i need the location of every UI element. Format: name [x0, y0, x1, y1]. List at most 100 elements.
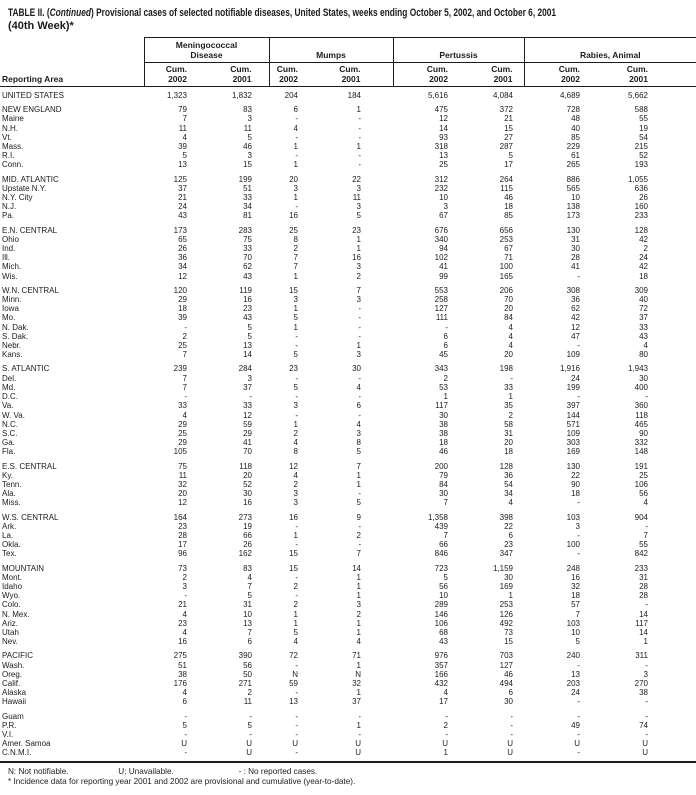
value-cell: 6 [443, 341, 448, 351]
value-cell: 5 [356, 498, 361, 508]
value-cell: 102 [434, 253, 448, 263]
value-cell: 5 [247, 322, 252, 332]
value-cell: 4 [643, 341, 648, 351]
value-cell: U [442, 739, 448, 749]
value-cell: 1 [356, 244, 361, 254]
value-cell: - [295, 572, 298, 582]
value-cell: 1 [293, 419, 298, 429]
table-row: Pa. 43 81 16 5 67 85 173 233 [0, 211, 696, 220]
value-cell: - [295, 688, 298, 698]
value-cell: 62 [571, 304, 580, 314]
value-cell: - [295, 392, 298, 402]
value-cell: - [445, 711, 448, 721]
value-cell: 5 [356, 447, 361, 457]
value-cell: - [577, 392, 580, 402]
value-cell: N [355, 669, 361, 679]
value-cell: U [181, 739, 187, 749]
value-cell: 42 [639, 234, 648, 244]
value-cell: 258 [434, 295, 448, 305]
table-row: Minn. 29 16 3 3 258 70 36 40 [0, 295, 696, 304]
value-cell: 46 [504, 193, 513, 203]
value-cell: 229 [566, 142, 580, 152]
value-cell: 340 [434, 234, 448, 244]
value-cell: 1 [356, 627, 361, 637]
value-cell: 28 [178, 530, 187, 540]
value-cell: 5 [182, 720, 187, 730]
value-cell: - [358, 392, 361, 402]
value-cell: 40 [639, 295, 648, 305]
value-cell: 2 [182, 572, 187, 582]
footnote-not-notifiable: N: Not notifiable. [8, 766, 69, 776]
value-cell: 30 [439, 410, 448, 420]
value-cell: - [358, 123, 361, 133]
value-cell: 273 [238, 512, 252, 522]
value-cell: 32 [178, 479, 187, 489]
value-cell: 29 [178, 419, 187, 429]
value-cell: 465 [634, 419, 648, 429]
value-cell: 173 [173, 225, 187, 235]
value-cell: 400 [634, 382, 648, 392]
value-cell: 18 [571, 591, 580, 601]
value-cell: 93 [439, 132, 448, 142]
value-cell: 85 [504, 211, 513, 221]
value-cell: 203 [566, 678, 580, 688]
value-cell: - [645, 660, 648, 670]
value-cell: 4 [293, 637, 298, 647]
value-cell: 111 [435, 313, 448, 323]
value-cell: - [295, 410, 298, 420]
value-cell: 1 [356, 688, 361, 698]
value-cell: 52 [243, 479, 252, 489]
year-label: 2002 [429, 73, 448, 84]
value-cell: 166 [434, 669, 448, 679]
reporting-area-cell: Miss. [2, 498, 21, 508]
value-cell: 1 [293, 609, 298, 619]
table-row: NEW ENGLAND 79 83 6 1 475 372 728 588 [0, 100, 696, 114]
reporting-area-cell: Vt. [2, 132, 12, 142]
value-cell: 23 [289, 364, 298, 374]
value-cell: 90 [571, 479, 580, 489]
value-cell: U [507, 739, 513, 749]
table-row: W.N. CENTRAL 120 119 15 7 553 206 308 309 [0, 281, 696, 295]
value-cell: 33 [639, 322, 648, 332]
table-row: W. Va. 4 12 - - 30 2 144 118 [0, 411, 696, 420]
value-cell: 3 [356, 183, 361, 193]
reporting-area-cell: Ark. [2, 521, 17, 531]
cum-label: Cum. [626, 64, 648, 74]
value-cell: 14 [352, 563, 361, 573]
value-cell: - [577, 697, 580, 707]
value-cell: 15 [243, 160, 252, 170]
value-cell: 1 [293, 304, 298, 314]
value-cell: 270 [634, 678, 648, 688]
table-row: S.C. 25 29 2 3 38 31 109 90 [0, 429, 696, 438]
table-row: Nev. 16 6 4 4 43 15 5 1 [0, 637, 696, 646]
value-cell: 475 [434, 105, 448, 115]
value-cell: 4 [508, 498, 513, 508]
reporting-area-cell: R.I. [2, 151, 15, 161]
value-cell: 636 [634, 183, 648, 193]
value-cell: - [295, 660, 298, 670]
value-cell: - [184, 322, 187, 332]
value-cell: 2 [508, 410, 513, 420]
value-cell: 309 [634, 285, 648, 295]
reporting-area-cell: Ill. [2, 253, 10, 263]
value-cell: 176 [173, 678, 187, 688]
value-cell: 79 [439, 470, 448, 480]
value-cell: 5,662 [627, 91, 648, 100]
year-label: 2001 [341, 73, 361, 84]
value-cell: 20 [504, 350, 513, 360]
table-row: W.S. CENTRAL 164 273 16 9 1,358 398 103 904 [0, 508, 696, 522]
value-cell: 33 [243, 244, 252, 254]
value-cell: 20 [178, 489, 187, 499]
value-cell: 1,832 [231, 91, 252, 100]
table-row: Ga. 29 41 4 8 18 20 303 332 [0, 438, 696, 447]
value-cell: 253 [499, 600, 513, 610]
value-cell: 372 [499, 105, 513, 115]
value-cell: 51 [178, 660, 187, 670]
value-cell: 103 [566, 618, 580, 628]
value-cell: 6 [356, 401, 361, 411]
value-cell: 23 [352, 225, 361, 235]
value-cell: - [358, 540, 361, 550]
value-cell: 7 [443, 498, 448, 508]
value-cell: - [358, 489, 361, 499]
